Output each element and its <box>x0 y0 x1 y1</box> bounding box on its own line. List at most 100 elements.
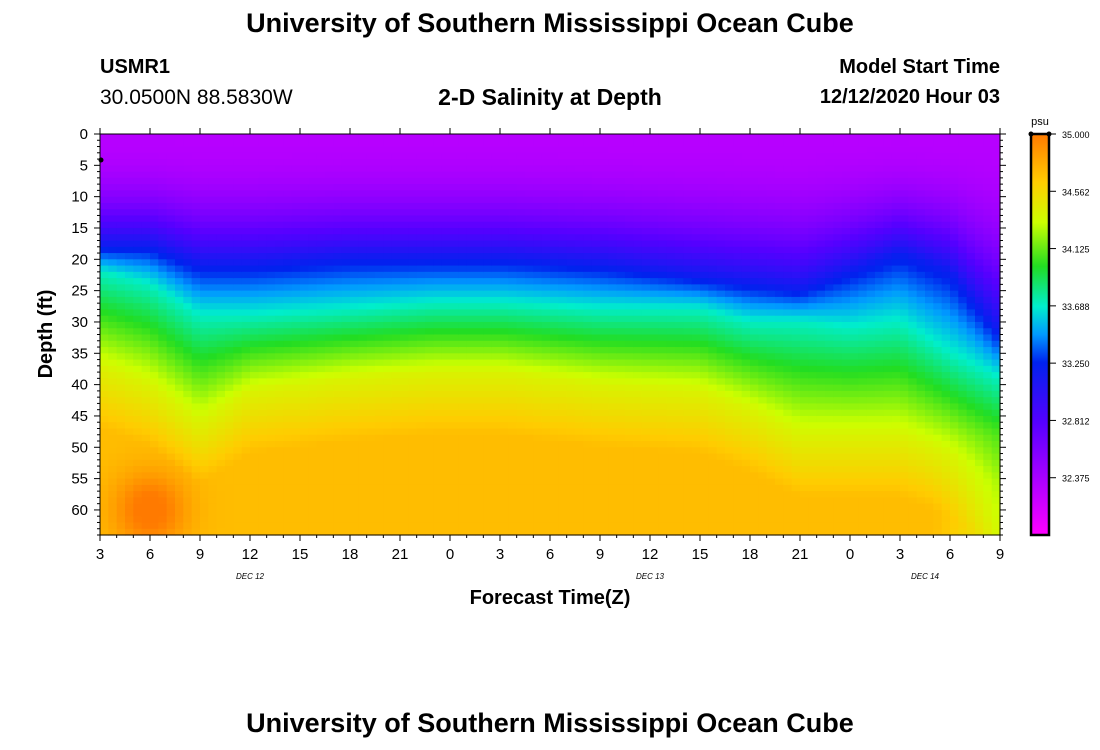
heatmap-cell <box>133 491 143 499</box>
heatmap-cell <box>200 246 209 254</box>
heatmap-cell <box>700 278 709 285</box>
heatmap-cell <box>558 384 568 392</box>
heatmap-cell <box>691 428 701 436</box>
heatmap-cell <box>158 246 168 254</box>
heatmap-cell <box>516 328 526 336</box>
heatmap-cell <box>283 159 293 166</box>
heatmap-cell <box>625 321 634 329</box>
heatmap-cell <box>133 365 143 373</box>
heatmap-cell <box>166 472 176 480</box>
heatmap-cell <box>283 472 293 480</box>
heatmap-cell <box>141 516 151 524</box>
heatmap-cell <box>258 459 268 467</box>
heatmap-cell <box>525 227 534 235</box>
heatmap-cell <box>408 415 418 423</box>
heatmap-cell <box>675 284 684 292</box>
heatmap-cell <box>391 478 401 486</box>
heatmap-cell <box>625 497 634 505</box>
heatmap-cell <box>175 209 184 217</box>
heatmap-cell <box>733 328 743 336</box>
heatmap-cell <box>300 516 309 524</box>
heatmap-cell <box>433 459 443 467</box>
heatmap-cell <box>558 284 568 292</box>
heatmap-cell <box>683 253 693 260</box>
heatmap-cell <box>708 466 718 473</box>
heatmap-cell <box>533 234 543 242</box>
heatmap-cell <box>191 265 201 273</box>
heatmap-cell <box>741 397 751 405</box>
heatmap-cell <box>283 378 293 386</box>
heatmap-cell <box>691 271 701 279</box>
heatmap-cell <box>483 271 493 279</box>
heatmap-cell <box>400 340 409 348</box>
heatmap-cell <box>158 422 168 430</box>
heatmap-cell <box>641 234 651 242</box>
heatmap-cell <box>141 441 151 448</box>
heatmap-cell <box>533 415 543 423</box>
heatmap-cell <box>233 296 243 304</box>
heatmap-cell <box>533 165 543 173</box>
heatmap-cell <box>508 259 518 267</box>
heatmap-cell <box>250 196 259 204</box>
heatmap-cell <box>175 303 184 311</box>
heatmap-cell <box>433 428 443 436</box>
heatmap-cell <box>600 190 609 198</box>
heatmap-cell <box>191 196 201 204</box>
heatmap-cell <box>141 221 151 229</box>
heatmap-cell <box>291 140 301 148</box>
heatmap-cell <box>625 140 634 148</box>
heatmap-cell <box>216 309 226 317</box>
heatmap-cell <box>658 165 668 173</box>
heatmap-cell <box>325 321 334 329</box>
heatmap-cell <box>258 290 268 298</box>
heatmap-cell <box>383 209 393 217</box>
heatmap-cell <box>191 340 201 348</box>
heatmap-cell <box>566 522 576 530</box>
heatmap-cell <box>583 140 593 148</box>
heatmap-cell <box>150 296 159 304</box>
heatmap-cell <box>475 522 484 530</box>
heatmap-cell <box>558 246 568 254</box>
heatmap-cell <box>108 134 118 141</box>
heatmap-cell <box>516 240 526 248</box>
heatmap-cell <box>483 315 493 323</box>
heatmap-cell <box>716 253 726 260</box>
heatmap-cell <box>291 309 301 317</box>
heatmap-cell <box>700 303 709 311</box>
heatmap-cell <box>300 484 309 492</box>
heatmap-cell <box>533 484 543 492</box>
heatmap-cell <box>658 190 668 198</box>
heatmap-cell <box>225 378 234 386</box>
heatmap-cell <box>391 353 401 361</box>
heatmap-cell <box>475 215 484 223</box>
heatmap-cell <box>408 184 418 191</box>
heatmap-cell <box>458 453 468 461</box>
heatmap-cell <box>666 390 676 398</box>
heatmap-cell <box>241 340 251 348</box>
heatmap-cell <box>191 390 201 398</box>
heatmap-cell <box>116 372 126 379</box>
heatmap-cell <box>608 403 618 411</box>
heatmap-cell <box>291 472 301 480</box>
heatmap-cell <box>125 227 134 235</box>
heatmap-cell <box>533 253 543 260</box>
heatmap-cell <box>483 321 493 329</box>
heatmap-cell <box>491 321 501 329</box>
heatmap-cell <box>733 516 743 524</box>
heatmap-cell <box>308 290 318 298</box>
heatmap-cell <box>716 134 726 141</box>
heatmap-cell <box>116 478 126 486</box>
heatmap-cell <box>733 447 743 455</box>
heatmap-cell <box>150 321 159 329</box>
heatmap-cell <box>341 246 351 254</box>
heatmap-cell <box>400 240 409 248</box>
heatmap-cell <box>641 422 651 430</box>
heatmap-cell <box>425 434 434 442</box>
heatmap-cell <box>150 528 159 536</box>
heatmap-cell <box>116 134 126 141</box>
heatmap-cell <box>708 397 718 405</box>
heatmap-cell <box>200 152 209 160</box>
heatmap-cell <box>566 159 576 166</box>
heatmap-cell <box>225 491 234 499</box>
heatmap-cell <box>333 184 343 191</box>
